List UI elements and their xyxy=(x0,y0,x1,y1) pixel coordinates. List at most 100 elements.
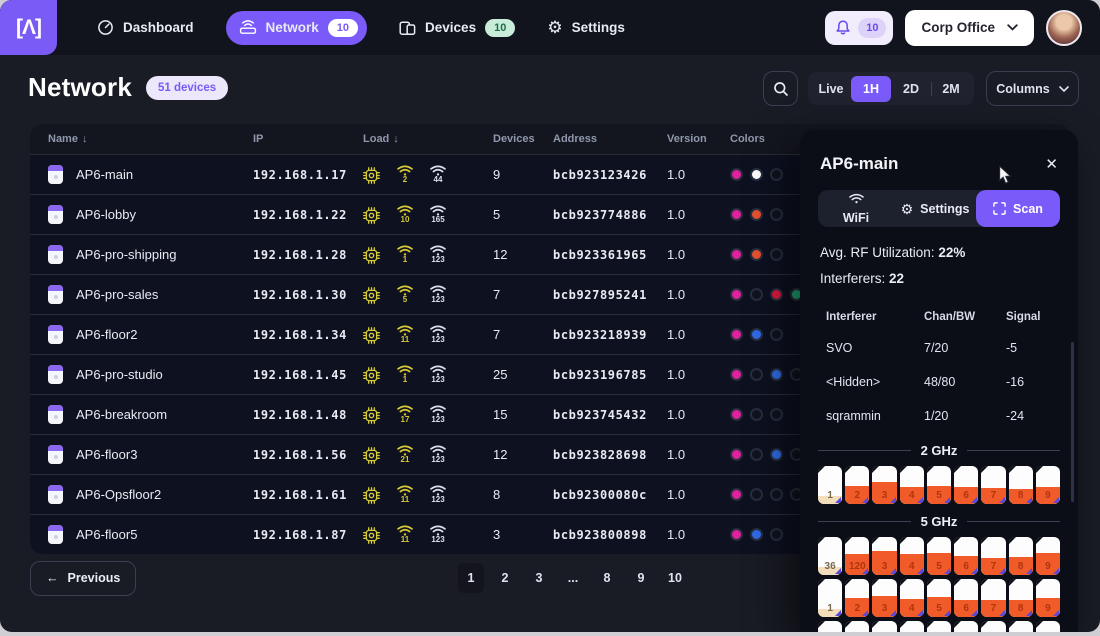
range-2d[interactable]: 2D xyxy=(903,81,919,96)
color-dot[interactable] xyxy=(730,528,743,541)
color-dot[interactable] xyxy=(770,368,783,381)
notifications-button[interactable]: 10 xyxy=(825,10,894,45)
channel-cell[interactable]: 4 xyxy=(899,621,924,632)
column-header-address[interactable]: Address xyxy=(553,133,598,145)
channel-cell[interactable]: 1 xyxy=(818,466,843,504)
app-logo[interactable]: [Λ] xyxy=(0,0,57,55)
tab-wifi[interactable]: WiFi xyxy=(818,190,894,227)
tab-settings[interactable]: ⚙ Settings xyxy=(900,200,970,217)
page-button-10[interactable]: 10 xyxy=(668,571,682,585)
color-dot[interactable] xyxy=(730,168,743,181)
tab-scan[interactable]: Scan xyxy=(976,190,1060,227)
color-dot[interactable] xyxy=(770,488,783,501)
range-2m[interactable]: 2M xyxy=(931,76,971,102)
color-dot[interactable] xyxy=(750,328,763,341)
channel-cell[interactable]: 7 xyxy=(981,466,1006,504)
channel-cell[interactable]: 5 xyxy=(926,621,952,632)
column-header-name[interactable]: Name ↓ xyxy=(48,133,88,145)
color-dot[interactable] xyxy=(750,408,763,421)
range-live[interactable]: Live xyxy=(818,81,844,96)
channel-cell[interactable]: 8 xyxy=(1008,579,1033,617)
color-dot[interactable] xyxy=(770,448,783,461)
channel-cell[interactable]: 3 xyxy=(872,621,897,632)
interferer-row[interactable]: sqrammin 1/20 -24 xyxy=(814,399,1064,433)
column-header-ip[interactable]: IP xyxy=(253,133,264,145)
channel-cell[interactable]: 4 xyxy=(899,466,924,504)
channel-cell[interactable]: 9 xyxy=(1035,466,1060,504)
color-dot[interactable] xyxy=(730,408,743,421)
channel-cell[interactable]: 3 xyxy=(872,579,897,617)
channel-cell[interactable]: 8 xyxy=(1008,621,1033,632)
color-dot[interactable] xyxy=(770,328,783,341)
color-dot[interactable] xyxy=(750,528,763,541)
column-header-load[interactable]: Load ↓ xyxy=(363,133,399,145)
color-dot[interactable] xyxy=(750,248,763,261)
search-button[interactable] xyxy=(763,71,798,106)
color-dot[interactable] xyxy=(730,288,743,301)
page-button-1[interactable]: 1 xyxy=(458,563,484,593)
color-dot[interactable] xyxy=(750,448,763,461)
color-dot[interactable] xyxy=(750,168,763,181)
panel-scrollbar[interactable] xyxy=(1071,342,1074,502)
color-dot[interactable] xyxy=(770,288,783,301)
color-dot[interactable] xyxy=(770,248,783,261)
channel-cell[interactable]: 9 xyxy=(1035,537,1060,575)
channel-cell[interactable]: 120 xyxy=(845,537,870,575)
nav-item-devices[interactable]: Devices 10 xyxy=(399,18,516,37)
channel-cell[interactable]: 8 xyxy=(1008,466,1033,504)
color-dot[interactable] xyxy=(730,328,743,341)
close-icon[interactable]: ✕ xyxy=(1045,156,1058,173)
nav-item-network[interactable]: Network 10 xyxy=(225,10,368,45)
page-button-2[interactable]: 2 xyxy=(501,571,509,585)
channel-cell[interactable]: 3 xyxy=(872,537,897,575)
color-dot[interactable] xyxy=(770,168,783,181)
color-dot[interactable] xyxy=(730,488,743,501)
org-selector[interactable]: Corp Office xyxy=(905,9,1034,46)
channel-cell[interactable]: 2 xyxy=(845,621,870,632)
color-dot[interactable] xyxy=(730,368,743,381)
color-dot[interactable] xyxy=(770,208,783,221)
channel-cell[interactable]: 5 xyxy=(926,579,952,617)
channel-cell[interactable]: 4 xyxy=(899,537,924,575)
channel-cell[interactable]: 7 xyxy=(981,621,1006,632)
channel-cell[interactable]: 6 xyxy=(954,537,979,575)
channel-cell[interactable]: 6 xyxy=(954,466,979,504)
column-header-version[interactable]: Version xyxy=(667,133,707,145)
channel-cell[interactable]: 8 xyxy=(1008,537,1033,575)
color-dot[interactable] xyxy=(730,208,743,221)
color-dot[interactable] xyxy=(750,208,763,221)
channel-cell[interactable]: 6 xyxy=(954,579,979,617)
channel-cell[interactable]: 4 xyxy=(899,579,924,617)
color-dot[interactable] xyxy=(750,368,763,381)
column-header-colors[interactable]: Colors xyxy=(730,133,765,145)
channel-cell[interactable]: 9 xyxy=(1035,579,1060,617)
user-avatar[interactable] xyxy=(1046,9,1082,46)
channel-cell[interactable]: 1 xyxy=(818,579,843,617)
channel-cell[interactable]: 5 xyxy=(926,466,952,504)
page-button-9[interactable]: 9 xyxy=(637,571,645,585)
color-dot[interactable] xyxy=(750,288,763,301)
channel-cell[interactable]: 6 xyxy=(954,621,979,632)
channel-cell[interactable]: 2 xyxy=(845,466,870,504)
channel-cell[interactable]: 2 xyxy=(845,579,870,617)
channel-cell[interactable]: 5 xyxy=(926,537,952,575)
page-button-3[interactable]: 3 xyxy=(535,571,543,585)
page-button-8[interactable]: 8 xyxy=(603,571,611,585)
range-1h[interactable]: 1H xyxy=(851,75,891,102)
color-dot[interactable] xyxy=(750,488,763,501)
color-dot[interactable] xyxy=(730,248,743,261)
channel-cell[interactable]: 7 xyxy=(981,537,1006,575)
nav-item-settings[interactable]: ⚙ Settings xyxy=(547,19,625,36)
interferer-row[interactable]: <Hidden> 48/80 -16 xyxy=(814,365,1064,399)
channel-cell[interactable]: 9 xyxy=(1035,621,1060,632)
interferer-row[interactable]: SVO 7/20 -5 xyxy=(814,331,1064,365)
channel-cell[interactable]: 36 xyxy=(818,537,843,575)
column-header-devices[interactable]: Devices xyxy=(493,133,535,145)
channel-cell[interactable]: 7 xyxy=(981,579,1006,617)
channel-cell[interactable]: 3 xyxy=(872,466,897,504)
color-dot[interactable] xyxy=(770,408,783,421)
color-dot[interactable] xyxy=(770,528,783,541)
previous-page-button[interactable]: ← Previous xyxy=(30,560,137,596)
color-dot[interactable] xyxy=(730,448,743,461)
channel-cell[interactable]: 1 xyxy=(818,621,843,632)
